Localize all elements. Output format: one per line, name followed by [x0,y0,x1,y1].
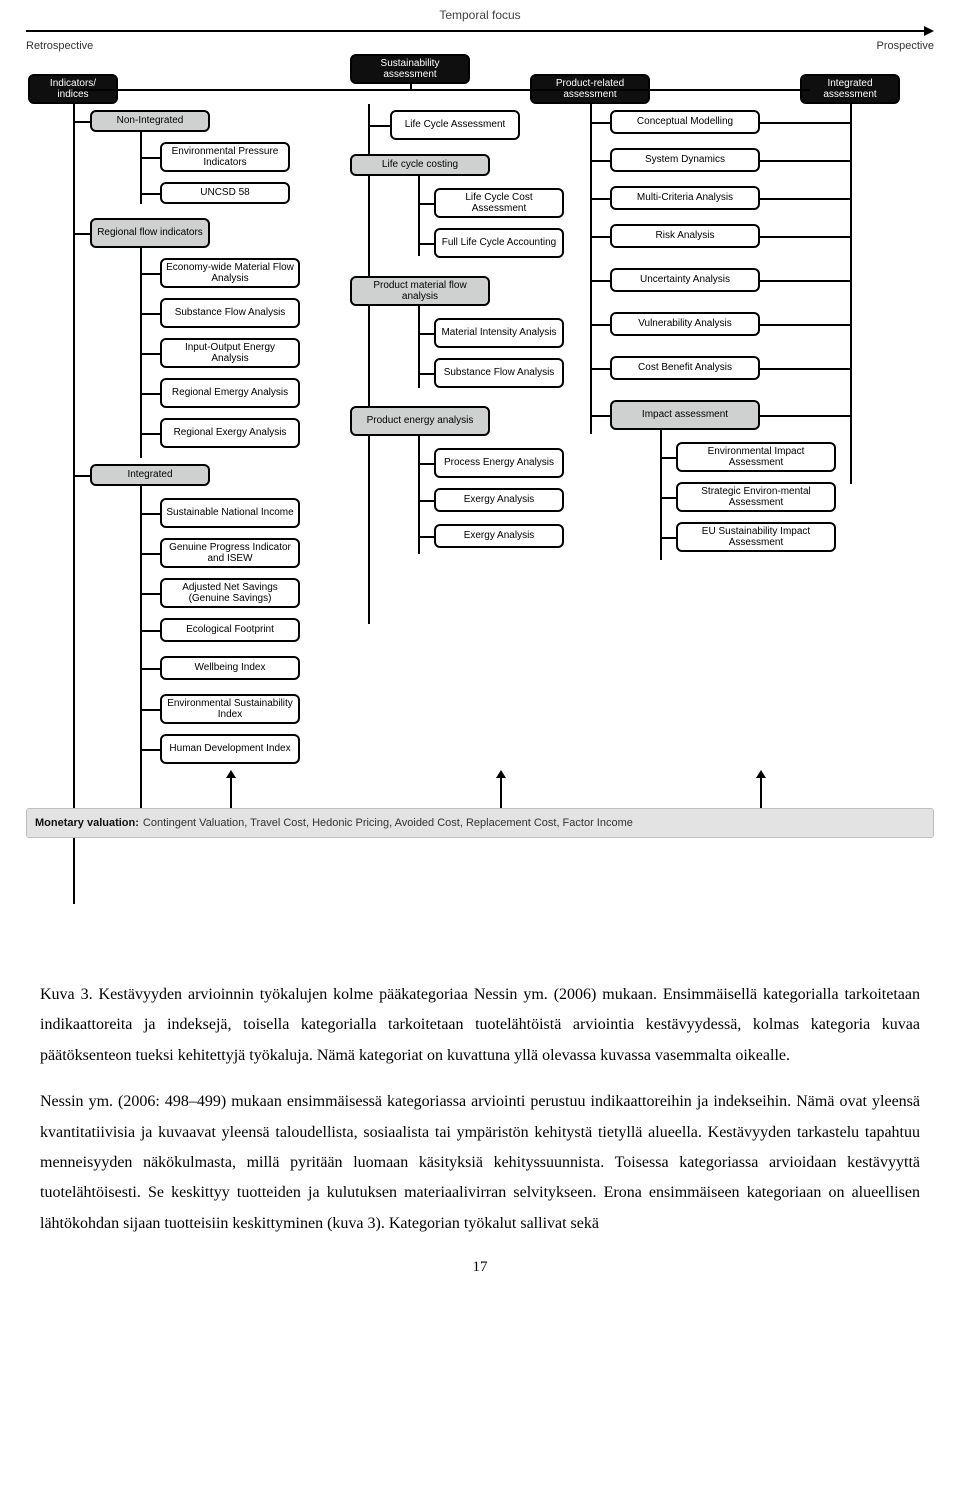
node-ewmfa: Economy-wide Material Flow Analysis [160,258,300,288]
node-pmfa: Product material flow analysis [350,276,490,306]
page-number: 17 [0,1259,960,1276]
node-sfa1: Substance Flow Analysis [160,298,300,328]
node-hdi: Human Development Index [160,734,300,764]
node-integrated-assessment: Integrated assessment [800,74,900,104]
mv-arrow-2 [500,778,502,808]
node-esi: Environmental Sustainability Index [160,694,300,724]
node-eia: Environmental Impact Assessment [676,442,836,472]
node-epi: Environmental Pressure Indicators [160,142,290,172]
node-exergy1: Exergy Analysis [434,488,564,512]
prospective-label: Prospective [877,40,934,52]
node-lcca: Life Cycle Cost Assessment [434,188,564,218]
node-impact-assessment: Impact assessment [610,400,760,430]
node-pea: Product energy analysis [350,406,490,436]
node-risk: Risk Analysis [610,224,760,248]
temporal-focus-label: Temporal focus [20,8,940,22]
node-integrated: Integrated [90,464,210,486]
node-ioea: Input-Output Energy Analysis [160,338,300,368]
mv-arrow-1 [230,778,232,808]
node-rema: Regional Emergy Analysis [160,378,300,408]
node-rexa: Regional Exergy Analysis [160,418,300,448]
node-system-dynamics: System Dynamics [610,148,760,172]
node-gpi: Genuine Progress Indicator and ISEW [160,538,300,568]
diagram-canvas: Temporal focus Retrospective Prospective… [20,8,940,968]
node-non-integrated: Non-Integrated [90,110,210,132]
node-mia: Material Intensity Analysis [434,318,564,348]
node-wbi: Wellbeing Index [160,656,300,680]
mv-arrow-3 [760,778,762,808]
node-process-energy: Process Energy Analysis [434,448,564,478]
figure-caption: Kuva 3. Kestävyyden arvioinnin työkaluje… [40,980,920,1071]
node-mca: Multi-Criteria Analysis [610,186,760,210]
prose-block: Kuva 3. Kestävyyden arvioinnin työkaluje… [40,980,920,1239]
node-sustainability-assessment: Sustainability assessment [350,54,470,84]
node-cba: Cost Benefit Analysis [610,356,760,380]
node-uncsd: UNCSD 58 [160,182,290,204]
monetary-valuation-band: Monetary valuation: Contingent Valuation… [26,808,934,838]
retrospective-label: Retrospective [26,40,93,52]
node-lcc: Life cycle costing [350,154,490,176]
node-uncertainty: Uncertainty Analysis [610,268,760,292]
node-eusa: EU Sustainability Impact Assessment [676,522,836,552]
node-sfa2: Substance Flow Analysis [434,358,564,388]
mv-text: Contingent Valuation, Travel Cost, Hedon… [143,817,633,829]
node-sea: Strategic Environ-mental Assessment [676,482,836,512]
node-ans: Adjusted Net Savings (Genuine Savings) [160,578,300,608]
temporal-arrow [26,30,926,32]
node-conceptual-modelling: Conceptual Modelling [610,110,760,134]
node-flca: Full Life Cycle Accounting [434,228,564,258]
node-vulnerability: Vulnerability Analysis [610,312,760,336]
node-lca: Life Cycle Assessment [390,110,520,140]
node-regional-flow: Regional flow indicators [90,218,210,248]
node-sni: Sustainable National Income [160,498,300,528]
node-ef: Ecological Footprint [160,618,300,642]
node-exergy2: Exergy Analysis [434,524,564,548]
mv-label: Monetary valuation: [35,817,139,829]
body-paragraph: Nessin ym. (2006: 498–499) mukaan ensimm… [40,1087,920,1239]
